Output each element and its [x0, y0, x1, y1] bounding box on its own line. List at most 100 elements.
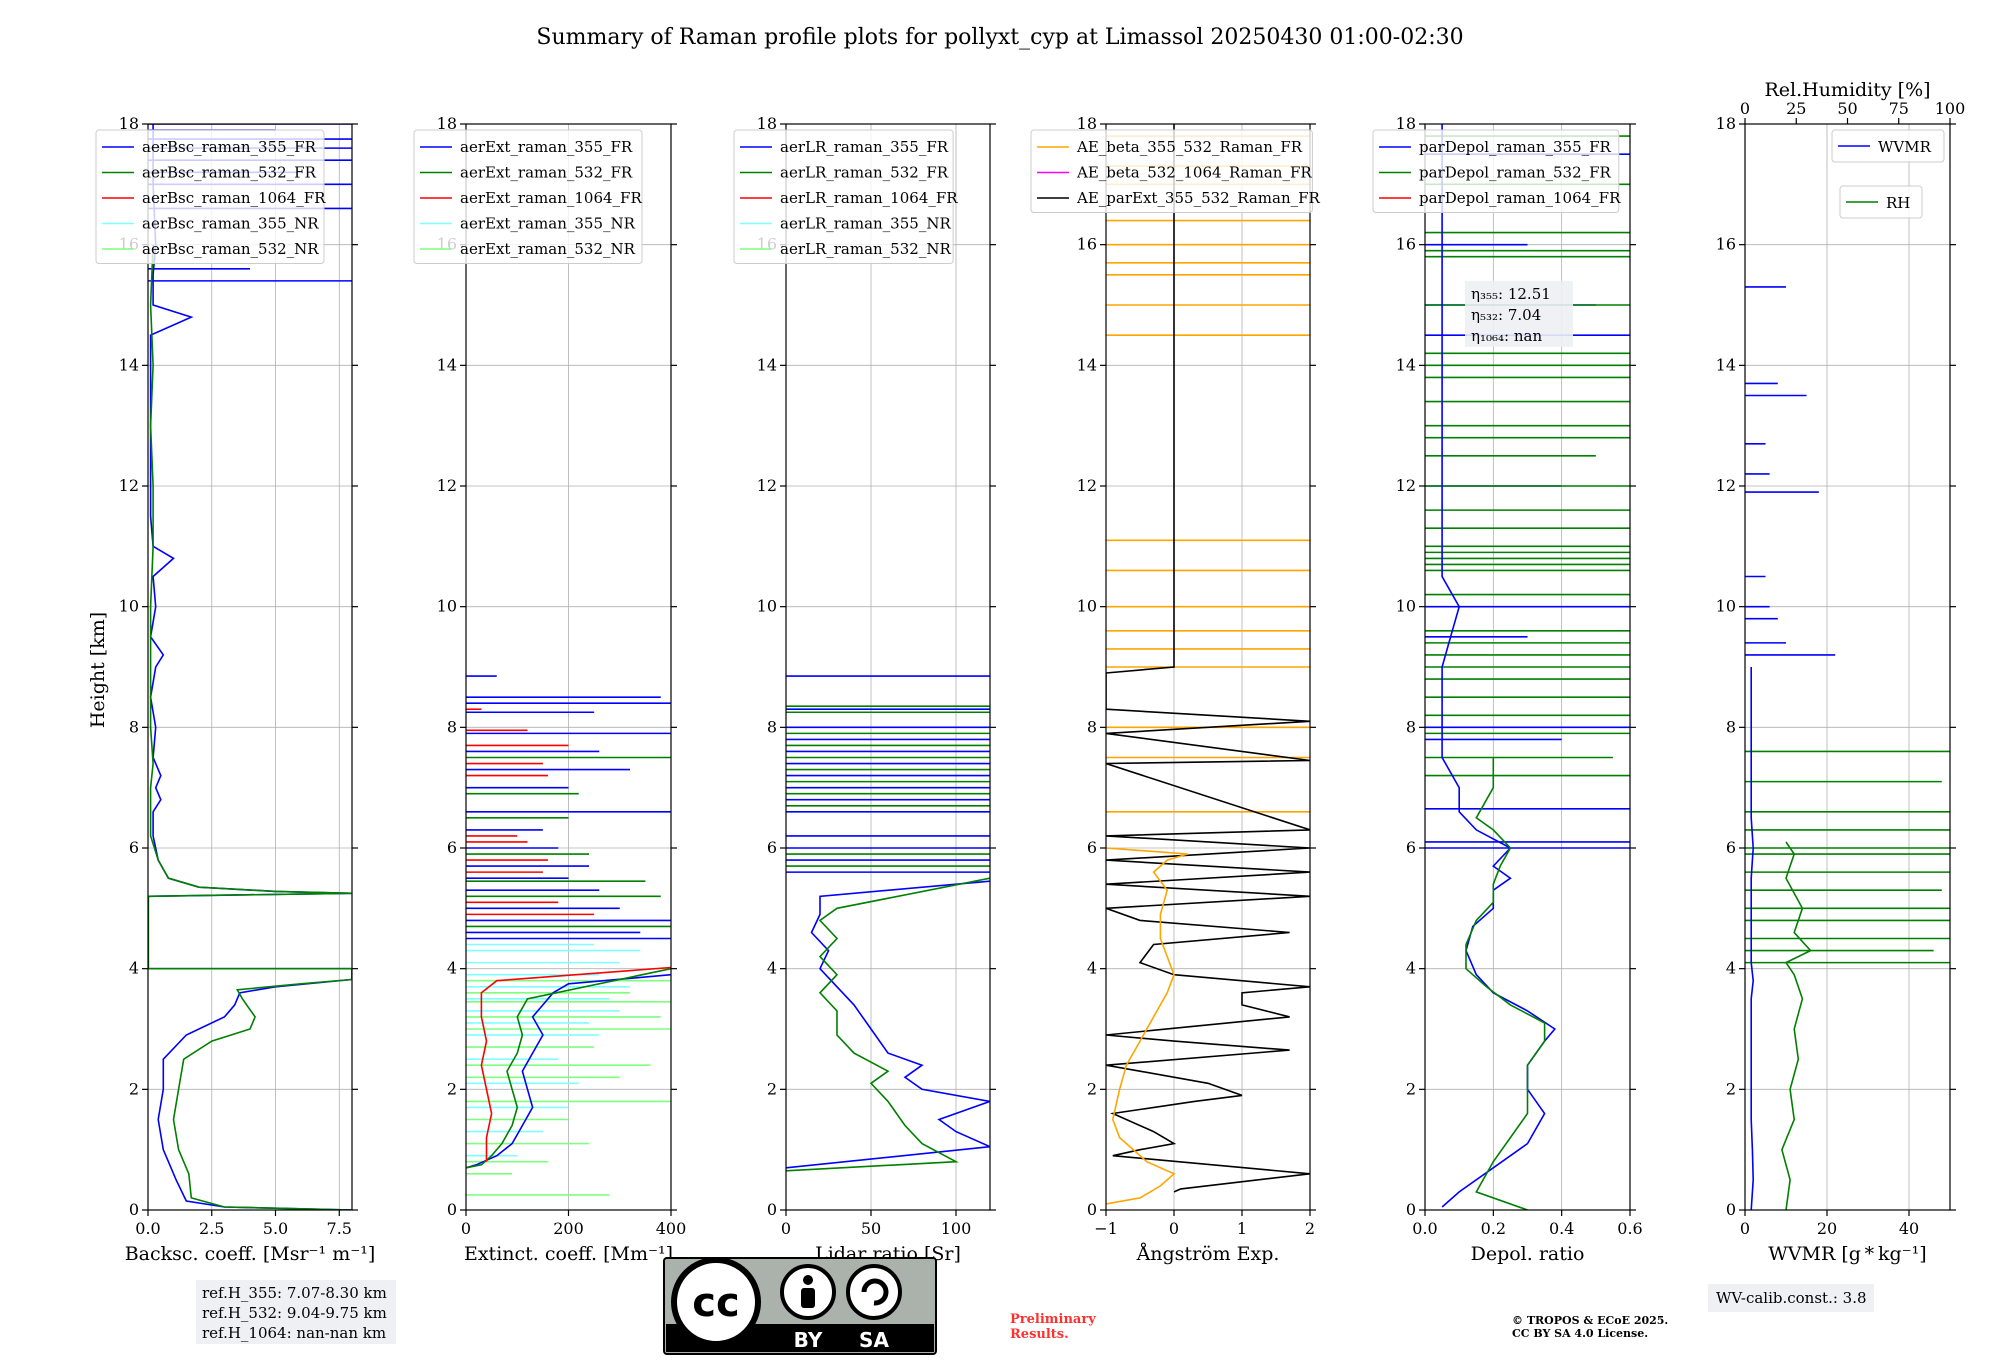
series-parDepol_raman_532_FR [1465, 757, 1546, 1210]
copyright-line-1: © TROPOS & ECoE 2025. [1512, 1314, 1668, 1327]
legend-label: aerLR_raman_355_NR [780, 215, 951, 233]
y-tick-label: 2 [767, 1079, 777, 1098]
y-tick-label: 18 [437, 114, 457, 133]
legend-label: parDepol_raman_1064_FR [1419, 189, 1621, 207]
y-tick-label: 0 [1406, 1200, 1416, 1219]
x-tick-label: 0.2 [1481, 1219, 1506, 1238]
y-tick-label: 6 [129, 838, 139, 857]
y-tick-label: 0 [447, 1200, 457, 1219]
cc-icon [671, 1257, 761, 1347]
x-tick-label: 5.0 [263, 1219, 288, 1238]
top-x-tick-label: 0 [1740, 99, 1750, 118]
y-tick-label: 2 [1087, 1079, 1097, 1098]
series-aerBsc_raman_355_FR [148, 124, 352, 1210]
y-tick-label: 4 [1087, 959, 1097, 978]
legend-label: aerBsc_raman_355_NR [142, 215, 319, 233]
legend-label: parDepol_raman_532_FR [1419, 164, 1612, 182]
legend-box [1839, 185, 1923, 219]
legend-label: aerExt_raman_532_NR [460, 240, 636, 258]
eta-annotation-line: η₃₅₅: 12.51 [1471, 285, 1551, 303]
y-tick-label: 14 [119, 355, 139, 374]
legend: aerBsc_raman_355_FR aerBsc_raman_532_FRae… [95, 129, 326, 264]
top-x-tick-label: 25 [1786, 99, 1806, 118]
y-tick-label: 0 [1726, 1200, 1736, 1219]
y-tick-label: 4 [447, 959, 457, 978]
legend-label: aerLR_raman_532_FR [780, 164, 949, 182]
panel-5: 0 2 4 6 8 10 12 14 16 18 0.0 0.2 0.4 0.6 Depol. ratio p… [1372, 114, 1643, 1265]
legend-box [413, 129, 643, 264]
series-AE_beta_355_532_Raman_FR [1106, 847, 1188, 1205]
y-tick-label: 4 [767, 959, 777, 978]
y-tick-label: 12 [1077, 476, 1097, 495]
x-tick-label: 40 [1899, 1219, 1919, 1238]
y-tick-label: 8 [129, 717, 139, 736]
y-tick-label: 18 [1396, 114, 1416, 133]
y-tick-label: 14 [437, 355, 457, 374]
panel-3: 024681012141618050100Lidar ratio [Sr]aer… [733, 114, 996, 1265]
by-person-head [803, 1275, 813, 1285]
cc-icon-label: cc [692, 1280, 739, 1326]
legend: aerExt_raman_355_FR aerExt_raman_532_FRae… [413, 129, 643, 264]
top-x-tick-label: 75 [1889, 99, 1909, 118]
legend: aerLR_raman_355_FR aerLR_raman_532_FR aerL… [733, 129, 958, 264]
wv-calib-background [1708, 1284, 1874, 1312]
y-tick-label: 8 [447, 717, 457, 736]
y-tick-label: 10 [1077, 597, 1097, 616]
legend-label: aerExt_raman_355_FR [460, 138, 633, 156]
wv-calib-box: WV-calib.const.: 3.8 [1708, 1284, 1874, 1312]
legend-label: AE_beta_532_1064_Raman_FR [1076, 164, 1312, 182]
panel-2: 0246810121416180200400Extinct. coeff. [M… [413, 114, 686, 1265]
y-tick-label: 4 [1726, 959, 1736, 978]
sa-share-icon [846, 1264, 902, 1320]
y-tick-label: 16 [1396, 235, 1416, 254]
axes-frame [147, 123, 353, 1211]
copyright-line-2: CC BY SA 4.0 License. [1512, 1327, 1648, 1340]
y-tick-label: 12 [1396, 476, 1416, 495]
y-tick-label: 0 [1087, 1200, 1097, 1219]
sa-label: SA [859, 1328, 889, 1352]
chart-title: Summary of Raman profile plots for polly… [536, 25, 1463, 50]
sa-arrow-icon [861, 1278, 889, 1306]
y-tick-label: 6 [1406, 838, 1416, 857]
y-tick-label: 10 [119, 597, 139, 616]
y-tick-label: 10 [437, 597, 457, 616]
legend-label: aerLR_raman_532_NR [780, 240, 951, 258]
y-tick-label: 4 [129, 959, 139, 978]
cc-license-badge: cc BY SA [663, 1257, 937, 1355]
data-layer [1745, 286, 1950, 1210]
y-tick-label: 6 [767, 838, 777, 857]
ref-height-532: ref.H_532: 9.04-9.75 km [202, 1304, 387, 1322]
series-RH [1781, 841, 1812, 1210]
x-axis-label: Ångström Exp. [1136, 1243, 1280, 1265]
x-tick-label: 0.0 [1412, 1219, 1437, 1238]
preliminary-line-1: Preliminary [1010, 1312, 1096, 1327]
x-tick-label: 1 [1237, 1219, 1247, 1238]
legend-label: AE_parExt_355_532_Raman_FR [1076, 189, 1321, 207]
legend-box [1030, 129, 1313, 213]
data-layer [148, 124, 352, 1210]
wv-calib-const: WV-calib.const.: 3.8 [1716, 1289, 1867, 1307]
y-tick-label: 10 [757, 597, 777, 616]
x-axis-label: WVMR [g * kg⁻¹] [1768, 1243, 1926, 1265]
x-tick-label: 0 [781, 1219, 791, 1238]
series-AE_parExt_355_532_Raman_FR [1106, 124, 1310, 1193]
y-tick-label: 10 [1716, 597, 1736, 616]
legend-label: aerBsc_raman_532_FR [142, 164, 317, 182]
series-aerLR_raman_355_FR [786, 880, 990, 1169]
y-tick-label: 8 [1406, 717, 1416, 736]
y-tick-label: 16 [1716, 235, 1736, 254]
x-tick-label: 2 [1305, 1219, 1315, 1238]
legend-box [733, 129, 954, 264]
y-tick-label: 12 [757, 476, 777, 495]
x-tick-label: −1 [1094, 1219, 1118, 1238]
x-tick-label: 2.5 [199, 1219, 224, 1238]
legend-label: aerBsc_raman_532_NR [142, 240, 319, 258]
ref-heights-box: ref.H_355: 7.07-8.30 km ref.H_532: 9.04-… [196, 1280, 396, 1344]
x-axis-label: Extinct. coeff. [Mm⁻¹] [464, 1243, 673, 1265]
y-tick-label: 4 [1406, 959, 1416, 978]
y-tick-label: 14 [757, 355, 777, 374]
y-tick-label: 8 [1726, 717, 1736, 736]
y-tick-label: 6 [1087, 838, 1097, 857]
